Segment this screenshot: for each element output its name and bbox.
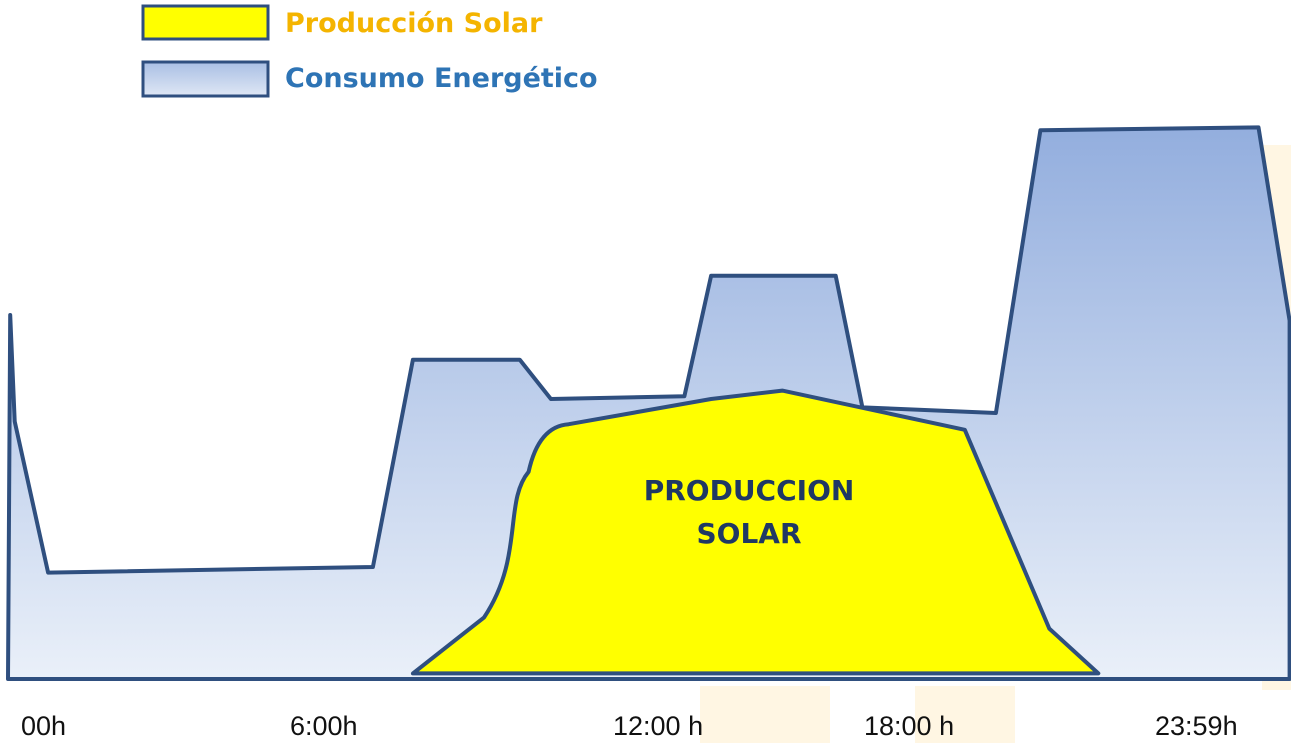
legend-label-consumo: Consumo Energético: [285, 63, 598, 94]
legend-swatch-consumo: [141, 60, 270, 98]
legend-swatch-solar: [141, 4, 270, 41]
legend: Producción Solar Consumo Energético: [141, 4, 598, 98]
x-tick-label: 6:00h: [290, 711, 358, 741]
center-label-line-1: PRODUCCION: [644, 474, 855, 507]
x-axis: 00h 6:00h 12:00 h 18:00 h 23:59h: [21, 711, 1238, 741]
x-tick-label: 00h: [21, 711, 66, 741]
series-area-solar: [410, 388, 1101, 676]
x-tick-label: 18:00 h: [864, 711, 954, 741]
x-tick-label: 12:00 h: [613, 711, 703, 741]
decor-glow-bottom-1: [700, 686, 830, 743]
x-tick-label: 23:59h: [1155, 711, 1238, 741]
center-label-line-2: SOLAR: [696, 517, 801, 550]
legend-label-solar: Producción Solar: [285, 8, 543, 39]
decor-glow-bottom-2: [915, 686, 1015, 743]
